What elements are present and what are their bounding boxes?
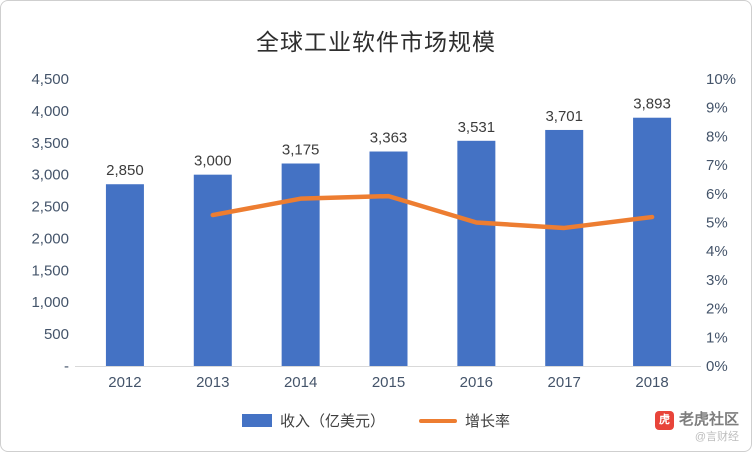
bar-value-label: 3,363 [370,130,408,147]
x-axis-tick-label: 2017 [548,374,581,391]
bar-2014 [281,163,320,366]
tiger-logo-icon: 虎 [654,411,674,431]
y-axis-right-tick-label: 9% [706,100,728,117]
bar-2012 [105,184,144,366]
bar-2016 [457,140,496,366]
bar-value-label: 3,893 [633,96,671,113]
y-axis-right-tick-label: 0% [706,358,728,375]
watermark-row: 虎 老虎社区 [654,411,739,431]
y-axis-left-tick-label: 500 [44,326,69,343]
watermark-handle: @言财经 [694,431,739,444]
y-axis-right-tick-label: 7% [706,157,728,174]
y-axis-right-tick-label: 3% [706,272,728,289]
y-axis-right-tick-label: 5% [706,215,728,232]
bar-value-label: 3,175 [282,142,320,159]
legend-bar-swatch [241,414,272,427]
legend-item-revenue: 收入（亿美元） [241,410,385,431]
growth-rate-line [210,193,655,231]
legend-label-revenue: 收入（亿美元） [279,413,385,430]
y-axis-left-tick-label: 1,000 [31,294,69,311]
legend-item-growth: 增长率 [419,410,510,431]
y-axis-left-tick-label: 4,000 [31,103,69,120]
legend-label-growth: 增长率 [465,413,511,430]
x-axis-tick-label: 2012 [108,374,141,391]
x-axis-tick-label: 2015 [372,374,405,391]
x-axis-tick-label: 2018 [635,374,668,391]
y-axis-right-tick-label: 4% [706,243,728,260]
bar-value-label: 3,000 [194,153,232,170]
legend-line-swatch [419,418,457,423]
y-axis-left-tick-label: 2,500 [31,199,69,216]
y-axis-right-tick-label: 8% [706,128,728,145]
y-axis-left-tick-label: 4,500 [31,71,69,88]
x-axis-tick-label: 2016 [460,374,493,391]
chart-title: 全球工业软件市场规模 [256,29,496,55]
bar-value-label: 2,850 [106,162,144,179]
y-axis-left-tick-label: 1,500 [31,262,69,279]
y-axis-left-tick-label: - [64,358,69,375]
y-axis-right-tick-label: 6% [706,186,728,203]
y-axis-left-tick-label: 3,500 [31,135,69,152]
x-axis-tick-label: 2013 [196,374,229,391]
bar-2013 [193,174,232,366]
bar-value-label: 3,531 [458,119,496,136]
bar-2015 [369,151,408,366]
bar-2018 [633,117,672,367]
watermark-brand: 老虎社区 [678,411,739,429]
y-axis-right-tick-label: 1% [706,329,728,346]
bar-value-label: 3,701 [545,108,583,125]
y-axis-right-tick-label: 2% [706,301,728,318]
y-axis-left-tick-label: 2,000 [31,230,69,247]
watermark: 虎 老虎社区 @言财经 [654,411,739,445]
chart-legend: 收入（亿美元） 增长率 [1,410,751,431]
y-axis-right-tick-label: 10% [706,71,736,88]
bar-2017 [545,129,584,366]
y-axis-left-tick-label: 3,000 [31,167,69,184]
x-axis-tick-label: 2014 [284,374,317,391]
